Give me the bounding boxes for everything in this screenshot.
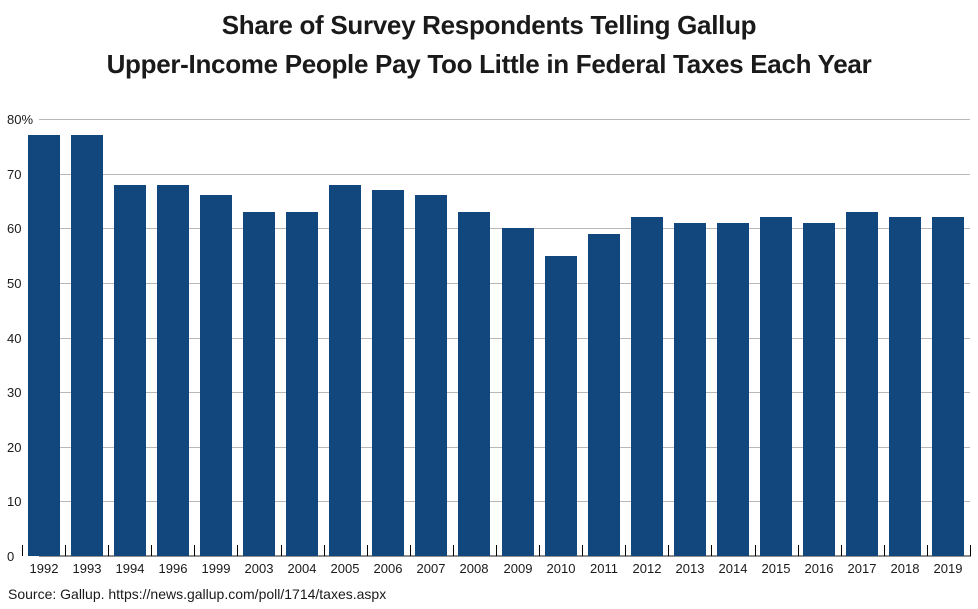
- x-tick-label-1994: 1994: [115, 561, 145, 576]
- x-axis-tick: [108, 545, 109, 556]
- bar-2005: [329, 185, 361, 556]
- x-axis-tick: [755, 545, 756, 556]
- x-axis-tick: [539, 545, 540, 556]
- x-axis-tick: [711, 545, 712, 556]
- x-tick-label-2017: 2017: [847, 561, 877, 576]
- x-tick-label-2009: 2009: [503, 561, 533, 576]
- bar-2015: [760, 217, 792, 556]
- y-tick-label-80: 80%: [7, 112, 39, 127]
- x-axis-tick: [453, 545, 454, 556]
- bar-2018: [889, 217, 921, 556]
- bar-2016: [803, 223, 835, 556]
- x-tick-label-2011: 2011: [590, 561, 618, 576]
- source-note: Source: Gallup. https://news.gallup.com/…: [8, 586, 387, 602]
- bar-2010: [545, 256, 577, 556]
- x-axis-tick: [668, 545, 669, 556]
- x-axis-tick: [410, 545, 411, 556]
- bar-2011: [588, 234, 620, 556]
- bar-2007: [415, 195, 447, 556]
- bar-2008: [458, 212, 490, 556]
- bar-2014: [717, 223, 749, 556]
- x-axis-tick: [281, 545, 282, 556]
- x-tick-label-2004: 2004: [287, 561, 317, 576]
- grid-line-30: [22, 392, 970, 393]
- x-axis-tick: [884, 545, 885, 556]
- grid-line-70: [22, 174, 970, 175]
- bar-1994: [114, 185, 146, 556]
- x-tick-label-1999: 1999: [201, 561, 231, 576]
- x-axis-tick: [625, 545, 626, 556]
- bar-2012: [631, 217, 663, 556]
- x-axis-tick: [798, 545, 799, 556]
- chart-title: Share of Survey Respondents Telling Gall…: [0, 6, 978, 84]
- x-tick-label-2015: 2015: [761, 561, 791, 576]
- x-axis-tick: [970, 545, 971, 556]
- x-axis-tick: [237, 545, 238, 556]
- x-axis-tick: [65, 545, 66, 556]
- x-axis-tick: [151, 545, 152, 556]
- x-tick-label-2010: 2010: [546, 561, 576, 576]
- x-tick-label-2006: 2006: [373, 561, 403, 576]
- bar-2013: [674, 223, 706, 556]
- x-tick-label-2007: 2007: [416, 561, 446, 576]
- x-axis-line: [21, 555, 971, 557]
- x-tick-label-1993: 1993: [72, 561, 102, 576]
- grid-line-40: [22, 338, 970, 339]
- grid-line-10: [22, 501, 970, 502]
- bar-2004: [286, 212, 318, 556]
- x-tick-label-1996: 1996: [158, 561, 188, 576]
- x-axis-tick: [496, 545, 497, 556]
- bar-2019: [932, 217, 964, 556]
- x-tick-label-1992: 1992: [29, 561, 59, 576]
- x-tick-label-2008: 2008: [459, 561, 489, 576]
- grid-line-60: [22, 228, 970, 229]
- bar-1999: [200, 195, 232, 556]
- bar-1993: [71, 135, 103, 556]
- x-axis-tick: [582, 545, 583, 556]
- x-tick-label-2003: 2003: [244, 561, 274, 576]
- x-axis-tick: [367, 545, 368, 556]
- x-tick-label-2014: 2014: [718, 561, 748, 576]
- x-axis-tick: [324, 545, 325, 556]
- bar-2017: [846, 212, 878, 556]
- grid-line-50: [22, 283, 970, 284]
- x-axis-tick: [841, 545, 842, 556]
- chart-title-line2: Upper-Income People Pay Too Little in Fe…: [106, 49, 872, 79]
- x-tick-label-2016: 2016: [804, 561, 834, 576]
- x-tick-label-2005: 2005: [330, 561, 360, 576]
- grid-line-20: [22, 447, 970, 448]
- x-tick-label-2019: 2019: [933, 561, 963, 576]
- chart-title-line1: Share of Survey Respondents Telling Gall…: [221, 10, 757, 40]
- x-axis-tick: [927, 545, 928, 556]
- grid-line-80: [22, 119, 970, 120]
- bar-2009: [502, 228, 534, 556]
- x-axis-tick: [22, 545, 23, 556]
- bar-1992: [28, 135, 60, 556]
- bar-2006: [372, 190, 404, 556]
- x-axis-tick: [194, 545, 195, 556]
- x-tick-label-2012: 2012: [632, 561, 662, 576]
- bar-2003: [243, 212, 275, 556]
- bar-1996: [157, 185, 189, 556]
- x-tick-label-2013: 2013: [675, 561, 705, 576]
- x-tick-label-2018: 2018: [890, 561, 920, 576]
